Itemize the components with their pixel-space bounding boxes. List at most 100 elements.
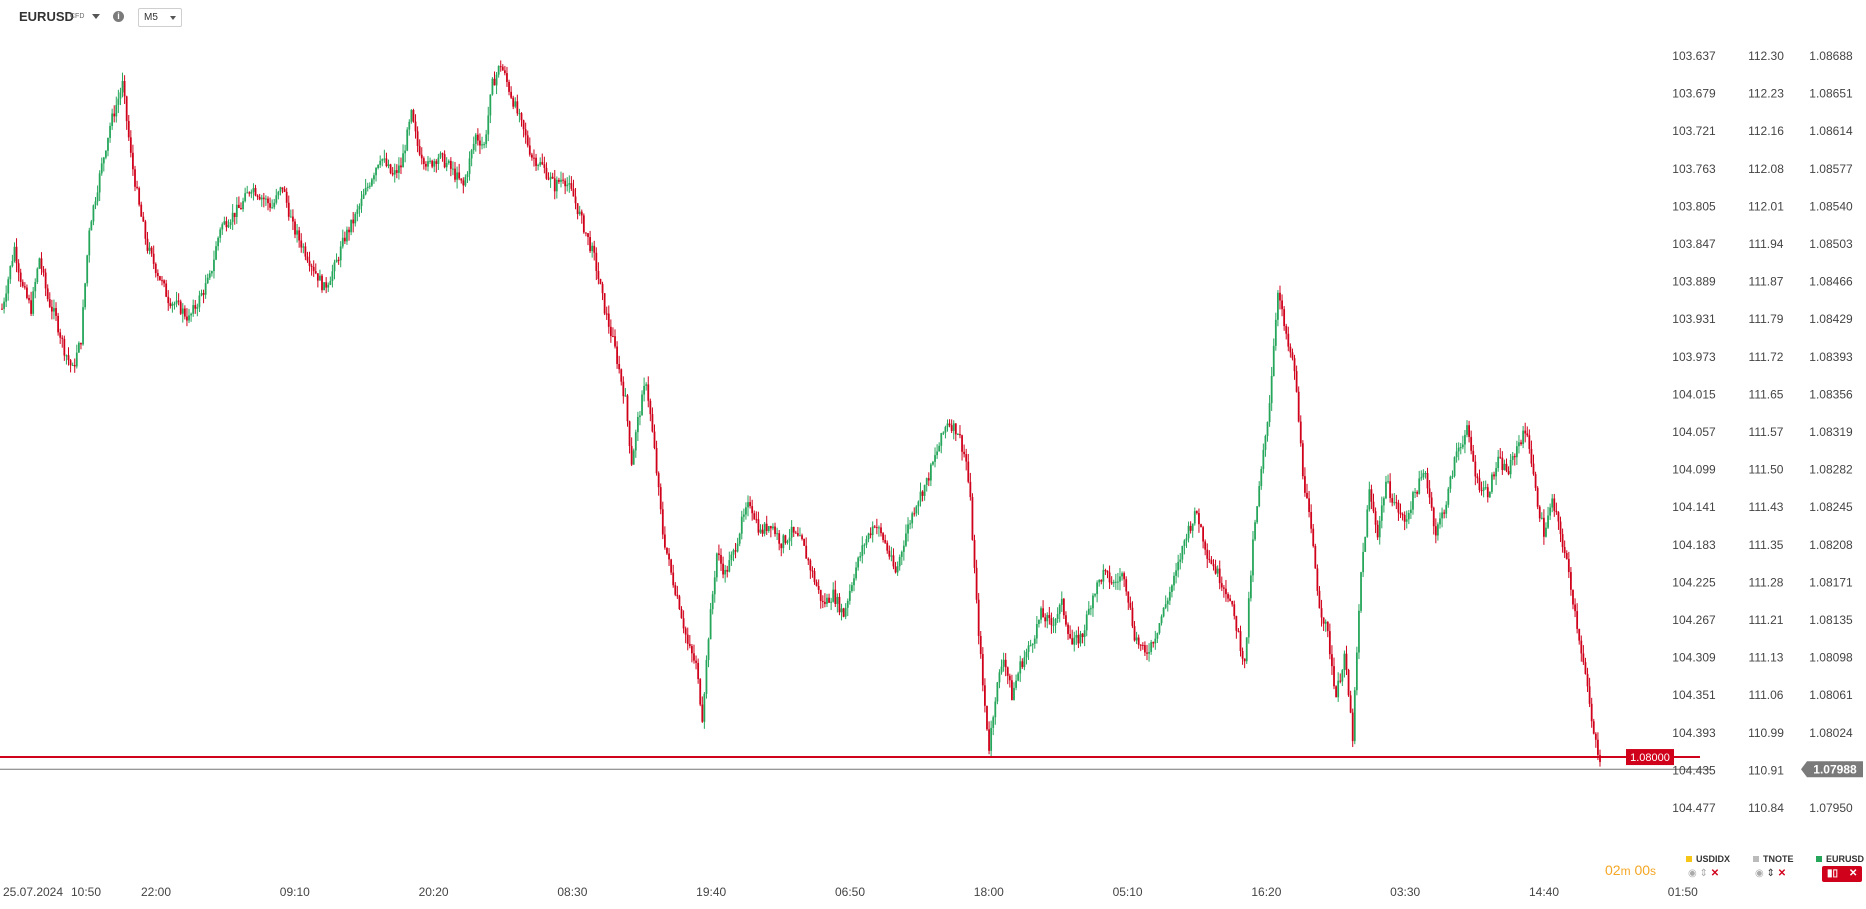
price-tick-label: 111.06 bbox=[1749, 688, 1784, 702]
symbol-name[interactable]: EURUSD bbox=[19, 9, 74, 24]
candle-body bbox=[767, 526, 770, 532]
candle-body bbox=[539, 162, 542, 166]
candle-body bbox=[82, 307, 84, 345]
candle-body bbox=[1274, 319, 1277, 346]
candle bbox=[373, 172, 375, 184]
candle bbox=[722, 556, 724, 579]
candle-body bbox=[319, 275, 321, 281]
legend-item-tnote[interactable]: TNOTE bbox=[1753, 854, 1794, 864]
eye-icon[interactable]: ◉ bbox=[1688, 868, 1697, 879]
candle bbox=[1081, 633, 1084, 644]
candle-body bbox=[1542, 517, 1545, 537]
candle-body bbox=[294, 221, 296, 235]
candle bbox=[472, 136, 475, 154]
legend-controls-eurusd[interactable]: ▮▯ ✕ bbox=[1822, 866, 1862, 882]
price-tick-label: 1.08503 bbox=[1809, 237, 1853, 251]
price-tick-label: 110.91 bbox=[1748, 763, 1784, 777]
candle bbox=[1326, 621, 1329, 638]
candle-body bbox=[111, 113, 114, 127]
candle bbox=[1297, 386, 1300, 423]
info-icon[interactable]: i bbox=[113, 11, 124, 22]
candle-body bbox=[996, 682, 999, 702]
candle bbox=[1004, 653, 1007, 677]
legend-controls-usdidx[interactable]: ◉ ⇕ ✕ bbox=[1688, 868, 1719, 879]
candle-body bbox=[358, 206, 361, 210]
candle-body bbox=[1156, 632, 1159, 639]
candle-body bbox=[984, 685, 986, 706]
candle bbox=[53, 299, 55, 320]
candle-body bbox=[1335, 686, 1337, 698]
candle bbox=[454, 161, 456, 183]
price-tick-label: 1.08208 bbox=[1809, 538, 1853, 552]
candle-body bbox=[213, 259, 215, 272]
candle bbox=[1071, 629, 1074, 645]
legend-item-eurusd[interactable]: EURUSD bbox=[1816, 854, 1864, 864]
candle-body bbox=[1362, 551, 1365, 573]
candle-body bbox=[1358, 610, 1360, 653]
candle-body bbox=[94, 201, 97, 206]
candle-body bbox=[568, 183, 571, 185]
candle bbox=[1216, 565, 1219, 578]
symbol-dropdown-icon[interactable] bbox=[92, 14, 100, 19]
candle-body bbox=[219, 229, 222, 238]
legend-controls-tnote[interactable]: ◉ ⇕ ✕ bbox=[1755, 868, 1786, 879]
candle-body bbox=[969, 481, 972, 497]
candle bbox=[134, 165, 136, 192]
close-icon[interactable]: ✕ bbox=[1777, 868, 1787, 879]
candle-body bbox=[990, 727, 993, 751]
close-icon[interactable]: ✕ bbox=[1710, 868, 1720, 879]
candle bbox=[1312, 524, 1315, 548]
candle bbox=[1594, 732, 1597, 748]
eye-icon[interactable]: ◉ bbox=[1755, 868, 1764, 879]
candle bbox=[547, 172, 550, 181]
candle bbox=[1277, 290, 1279, 327]
candle bbox=[1478, 469, 1481, 493]
candle bbox=[718, 544, 720, 561]
close-icon[interactable]: ✕ bbox=[1849, 868, 1858, 879]
chevron-down-icon bbox=[170, 16, 176, 20]
candle bbox=[774, 522, 776, 537]
timeframe-select[interactable]: M5 bbox=[138, 8, 182, 27]
candle bbox=[875, 518, 878, 535]
candle-body bbox=[1559, 521, 1562, 535]
candle bbox=[663, 526, 666, 550]
candle-body bbox=[657, 473, 660, 488]
candle bbox=[506, 66, 508, 87]
candle-body bbox=[1021, 661, 1024, 668]
candle-body bbox=[659, 487, 662, 510]
candle bbox=[310, 263, 313, 276]
candle-body bbox=[1468, 425, 1470, 437]
candle-body bbox=[400, 165, 402, 168]
sort-icon[interactable]: ⇕ bbox=[1699, 868, 1708, 879]
candle-body bbox=[626, 395, 629, 422]
candle bbox=[1482, 480, 1485, 498]
candle bbox=[1370, 484, 1373, 510]
candle bbox=[398, 157, 400, 180]
candle bbox=[1127, 591, 1130, 611]
candle bbox=[541, 153, 544, 166]
candle-type-icon[interactable]: ▮▯ bbox=[1827, 868, 1839, 879]
candle-body bbox=[121, 81, 124, 93]
candle-body bbox=[765, 523, 768, 532]
candle bbox=[314, 263, 317, 275]
candle bbox=[589, 230, 591, 253]
price-tick-label: 111.21 bbox=[1749, 613, 1784, 627]
candle-body bbox=[927, 478, 930, 481]
candle-body bbox=[612, 336, 614, 338]
legend-item-usdidx[interactable]: USDIDX bbox=[1686, 854, 1730, 864]
candle bbox=[487, 106, 490, 142]
candle bbox=[1268, 395, 1271, 427]
candle-body bbox=[1318, 590, 1321, 609]
candle-body bbox=[1518, 442, 1520, 447]
candle bbox=[1503, 459, 1506, 471]
candle bbox=[940, 432, 943, 454]
sort-icon[interactable]: ⇕ bbox=[1766, 868, 1775, 879]
candle-body bbox=[102, 157, 105, 164]
candle-body bbox=[1198, 513, 1200, 525]
price-tick-label: 1.08540 bbox=[1809, 199, 1853, 213]
candle bbox=[1551, 494, 1554, 513]
candle bbox=[767, 526, 770, 533]
candle-body bbox=[1162, 607, 1165, 617]
candle bbox=[961, 434, 963, 461]
